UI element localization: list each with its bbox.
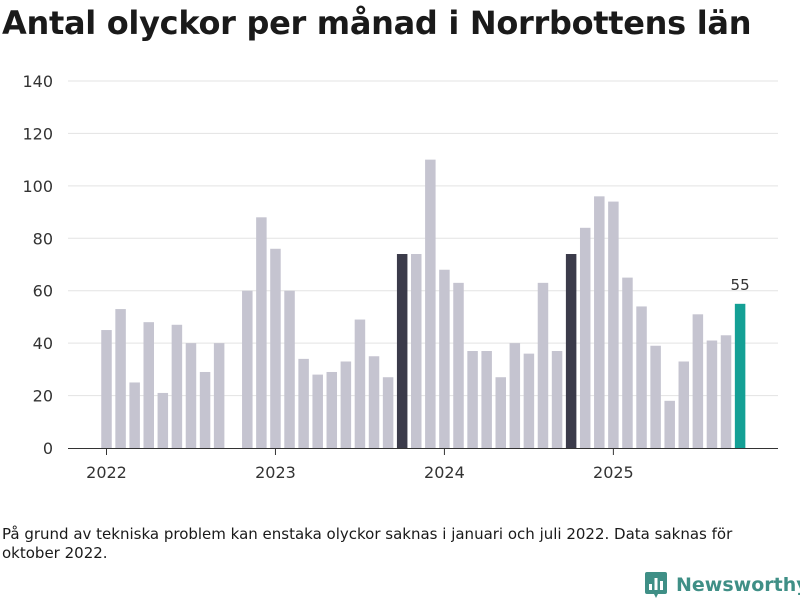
x-tick-label: 2024 (424, 463, 465, 482)
bar-2023-10 (396, 254, 408, 448)
bar-2022-02 (115, 309, 126, 448)
bar-2024-07 (523, 353, 535, 448)
bar-2023-05 (326, 371, 338, 448)
bar-2022-04 (143, 322, 154, 448)
y-tick-label: 100 (22, 177, 53, 196)
bar-2023-03 (298, 358, 309, 448)
y-tick-label: 80 (33, 229, 53, 248)
x-tick-label: 2023 (255, 463, 296, 482)
data-labels: 55 (731, 276, 750, 294)
chart-title: Antal olyckor per månad i Norrbottens lä… (2, 4, 752, 42)
y-tick-label: 120 (22, 124, 53, 143)
bar-2023-12 (425, 159, 436, 448)
bar-2022-07 (185, 343, 197, 448)
y-axis: 0 20 40 60 80 100 120 140 (22, 72, 53, 458)
bar-chart-icon (645, 572, 667, 598)
bar-2024-09 (551, 351, 563, 448)
bar-2024-08 (537, 282, 549, 448)
bar-2022-05 (157, 392, 169, 448)
brand-name: Newsworthy (676, 574, 800, 596)
bar-2023-06 (340, 361, 352, 448)
bars (101, 159, 746, 448)
bar-2023-07 (354, 319, 366, 448)
y-tick-label: 60 (33, 282, 53, 301)
y-tick-label: 140 (22, 72, 53, 91)
bar-chart: 0 20 40 60 80 100 120 140 2022 2023 2024 2025 55 (22, 72, 778, 482)
bar-2025-08 (706, 340, 718, 448)
bar-2022-06 (171, 324, 183, 448)
bar-2024-03 (467, 351, 478, 448)
bar-2023-02 (284, 290, 295, 448)
bar-2022-09 (213, 343, 225, 448)
bar-2022-12 (256, 217, 267, 448)
bar-2025-09 (720, 335, 732, 448)
bar-2023-01 (270, 248, 281, 448)
bar-2025-05 (664, 400, 675, 448)
bar-2025-06 (678, 361, 690, 448)
latest-value-label: 55 (731, 276, 750, 294)
bar-2025-07 (692, 314, 704, 448)
y-tick-label: 20 (33, 387, 53, 406)
footnote: På grund av tekniska problem kan enstaka… (2, 525, 733, 562)
x-tick-label: 2022 (86, 463, 127, 482)
bar-2023-11 (411, 254, 422, 448)
bar-2022-11 (242, 290, 253, 448)
bar-2025-03 (636, 306, 647, 448)
bar-2024-11 (579, 227, 591, 448)
bar-2025-01 (608, 201, 619, 448)
bar-2024-02 (453, 282, 464, 448)
bar-2023-09 (382, 377, 394, 448)
x-axis: 2022 2023 2024 2025 (68, 448, 778, 482)
bar-2024-06 (509, 343, 521, 448)
bar-2022-03 (129, 382, 140, 448)
bar-2024-05 (495, 377, 506, 448)
bar-2022-08 (199, 371, 211, 448)
x-tick-label: 2025 (593, 463, 634, 482)
brand-logo: Newsworthy (644, 570, 800, 600)
bar-2022-01 (101, 330, 112, 448)
y-tick-label: 40 (33, 334, 53, 353)
bar-2024-12 (594, 196, 605, 448)
bar-2025-10 (734, 303, 746, 448)
bar-2025-04 (650, 345, 661, 448)
bar-2023-04 (312, 374, 323, 448)
bar-2023-08 (368, 356, 380, 448)
y-tick-label: 0 (43, 439, 53, 458)
bar-2025-02 (622, 277, 633, 448)
bar-2024-01 (439, 269, 450, 448)
bar-2024-10 (565, 254, 577, 448)
bar-2024-04 (481, 351, 492, 448)
